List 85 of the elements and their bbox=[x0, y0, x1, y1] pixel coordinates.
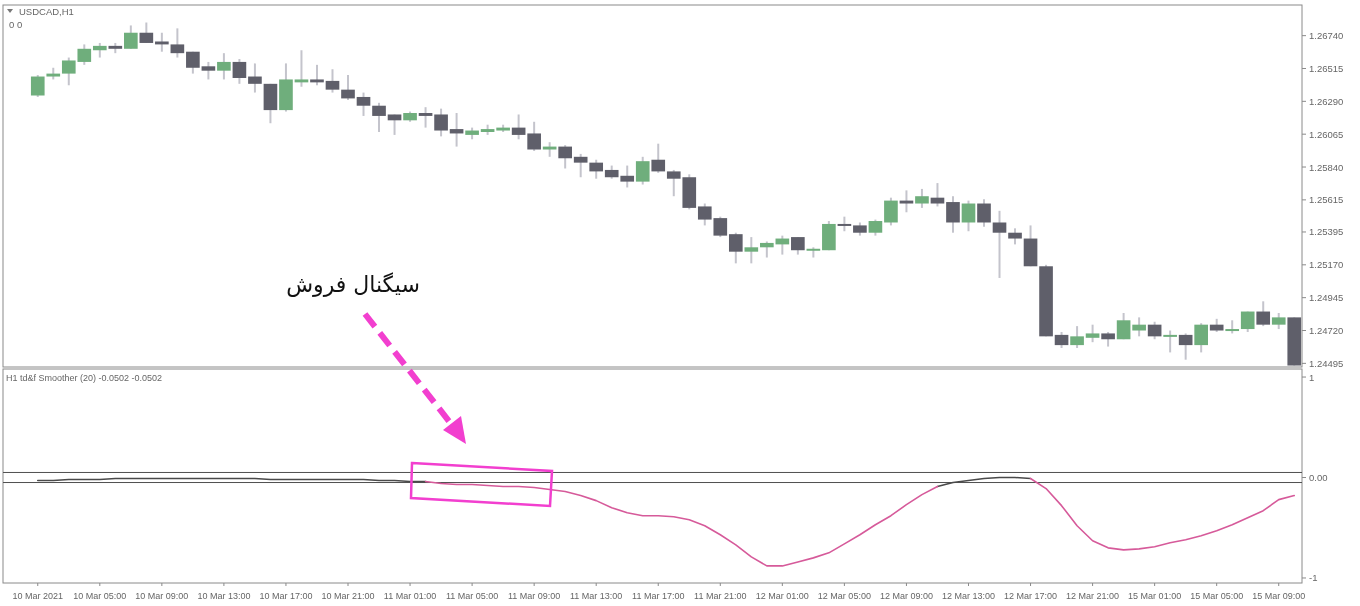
y-tick-label: 1.24945 bbox=[1309, 292, 1344, 304]
x-tick-label: 11 Mar 17:00 bbox=[632, 591, 685, 601]
candlestick bbox=[511, 113, 526, 141]
candlestick bbox=[1116, 311, 1131, 341]
candlestick bbox=[635, 155, 650, 186]
y-tick-label: 1.25615 bbox=[1309, 194, 1344, 206]
candlestick bbox=[434, 107, 448, 138]
x-tick-label: 12 Mar 13:00 bbox=[941, 591, 996, 601]
candlestick bbox=[170, 27, 185, 59]
y-tick-label: 1.26515 bbox=[1309, 63, 1344, 74]
x-tick-label: 10 Mar 2021 bbox=[12, 591, 64, 601]
candlestick bbox=[1070, 325, 1084, 350]
candlestick bbox=[217, 52, 231, 81]
candlestick bbox=[387, 113, 402, 136]
candlestick bbox=[310, 63, 324, 87]
x-tick-label: 15 Mar 01:00 bbox=[1128, 591, 1182, 601]
candlestick bbox=[666, 168, 681, 198]
x-tick-label: 11 Mar 13:00 bbox=[570, 591, 623, 601]
candlestick bbox=[620, 164, 635, 189]
candlestick bbox=[806, 246, 821, 259]
annotation: سیگنال فروش bbox=[286, 272, 420, 298]
candlestick bbox=[155, 31, 169, 53]
candlestick bbox=[1178, 332, 1193, 361]
text: 0 0 bbox=[9, 19, 23, 30]
candlestick bbox=[325, 68, 340, 94]
x-tick-label: 10 Mar 05:00 bbox=[73, 591, 127, 601]
candlestick bbox=[744, 236, 759, 265]
candlestick bbox=[946, 195, 960, 234]
x-tick-label: 12 Mar 01:00 bbox=[755, 591, 809, 601]
candlestick bbox=[341, 74, 355, 101]
y-tick-label: 0.00 bbox=[1309, 472, 1328, 484]
candlestick bbox=[77, 43, 92, 66]
candlestick bbox=[977, 198, 991, 228]
y-tick-label: 1.26740 bbox=[1309, 30, 1344, 42]
chart-title: USDCAD,H1 bbox=[19, 6, 74, 17]
y-tick-label: 1 bbox=[1309, 371, 1315, 383]
candlestick bbox=[232, 58, 247, 85]
candlestick bbox=[124, 24, 138, 50]
candlestick bbox=[1194, 322, 1208, 354]
candlestick bbox=[930, 182, 945, 208]
x-tick-label: 10 Mar 13:00 bbox=[197, 591, 251, 601]
candlestick bbox=[527, 120, 541, 152]
candlestick bbox=[294, 49, 309, 88]
candlestick bbox=[899, 189, 914, 214]
candlestick bbox=[1132, 316, 1146, 338]
x-tick-label: 10 Mar 09:00 bbox=[135, 591, 189, 601]
candlestick bbox=[992, 209, 1007, 279]
candlestick bbox=[418, 106, 433, 129]
y-tick-label: 1.25840 bbox=[1309, 161, 1344, 173]
x-tick-label: 10 Mar 17:00 bbox=[259, 591, 313, 601]
x-tick-label: 12 Mar 17:00 bbox=[1004, 591, 1058, 601]
y-tick-label: 1.26290 bbox=[1309, 95, 1344, 107]
candlestick bbox=[697, 202, 712, 227]
candlestick bbox=[248, 62, 262, 94]
y-tick-label: 1.26065 bbox=[1309, 128, 1344, 140]
candlestick bbox=[728, 231, 743, 265]
candlestick bbox=[356, 91, 371, 117]
candlestick bbox=[651, 142, 666, 174]
x-tick-label: 10 Mar 21:00 bbox=[321, 591, 375, 601]
x-tick-label: 12 Mar 21:00 bbox=[1066, 591, 1120, 601]
candlestick bbox=[589, 158, 604, 180]
candlestick bbox=[139, 21, 154, 44]
x-tick-label: 11 Mar 01:00 bbox=[383, 591, 437, 601]
x-tick-label: 11 Mar 21:00 bbox=[694, 591, 747, 601]
x-tick-label: 11 Mar 09:00 bbox=[507, 591, 561, 601]
candlestick bbox=[61, 56, 76, 87]
y-tick-label: 1.25170 bbox=[1309, 259, 1344, 271]
candlestick bbox=[884, 196, 898, 227]
y-tick-label: -1 bbox=[1309, 572, 1318, 584]
x-tick-label: 15 Mar 05:00 bbox=[1190, 591, 1244, 601]
candlestick bbox=[372, 101, 386, 133]
x-tick-label: 11 Mar 05:00 bbox=[445, 591, 499, 601]
candlestick bbox=[915, 187, 929, 209]
y-tick-label: 1.24495 bbox=[1309, 357, 1344, 369]
candlestick bbox=[1163, 329, 1177, 354]
x-tick-label: 15 Mar 09:00 bbox=[1252, 591, 1306, 601]
candlestick bbox=[961, 199, 976, 233]
chart-title: H1 td&f Smoother (20) -0.0502 -0.0502 bbox=[6, 373, 163, 383]
candlestick bbox=[573, 152, 588, 179]
candlestick bbox=[1256, 300, 1271, 328]
y-tick-label: 1.25395 bbox=[1309, 226, 1344, 238]
candlestick bbox=[558, 144, 572, 170]
x-tick-label: 12 Mar 05:00 bbox=[817, 591, 871, 601]
x-tick-label: 12 Mar 09:00 bbox=[879, 591, 933, 601]
y-tick-label: 1.24720 bbox=[1309, 325, 1344, 337]
